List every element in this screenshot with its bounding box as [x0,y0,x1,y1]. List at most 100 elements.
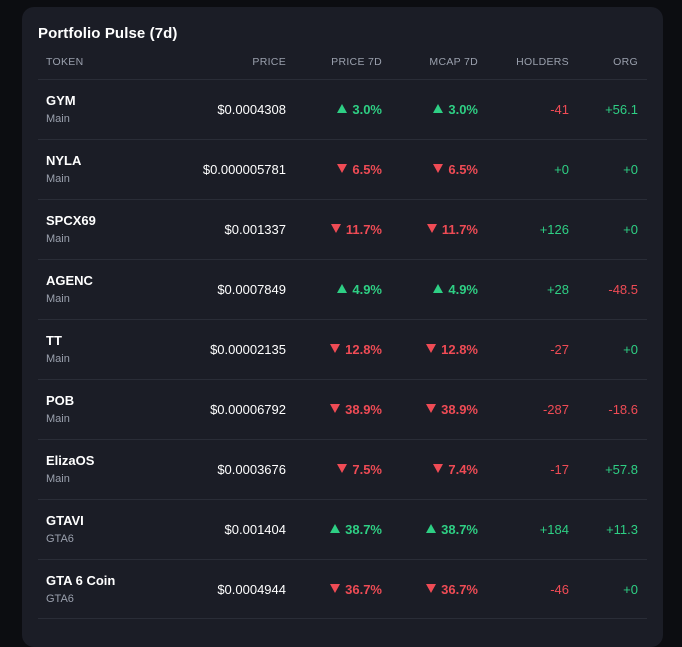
price-7d-value: 38.9% [345,402,382,417]
price-7d-change: 36.7% [330,582,382,597]
triangle-down-icon [330,344,341,353]
mcap-7d-change: 6.5% [433,162,478,177]
token-symbol: SPCX69 [46,213,96,228]
triangle-down-icon [433,164,444,173]
price-7d-value: 6.5% [352,162,382,177]
token-group: Main [46,353,70,365]
org-change: +11.3 [606,522,638,537]
mcap-7d-value: 38.7% [441,522,478,537]
panel-title: Portfolio Pulse (7d) [38,25,178,42]
token-price: $0.001337 [224,222,286,237]
triangle-up-icon [433,284,444,293]
mcap-7d-change: 3.0% [433,102,478,117]
token-group: Main [46,233,70,245]
org-change: +56.1 [605,102,638,117]
token-symbol: AGENC [46,273,93,288]
org-change: +0 [623,222,638,237]
token-price: $0.001404 [224,522,286,537]
portfolio-pulse-panel: Portfolio Pulse (7d) TOKEN PRICE PRICE 7… [22,7,663,647]
triangle-down-icon [330,224,341,233]
org-change: -18.6 [608,402,638,417]
table-row[interactable]: AGENC Main $0.0007849 4.9% 4.9% +28 -48.… [38,259,647,319]
column-header-token[interactable]: TOKEN [46,56,84,68]
table-row[interactable]: NYLA Main $0.000005781 6.5% 6.5% +0 +0 [38,139,647,199]
column-header-holders[interactable]: HOLDERS [516,56,569,68]
triangle-down-icon [426,584,437,593]
column-header-price[interactable]: PRICE [252,56,286,68]
token-price: $0.000005781 [202,162,286,177]
org-change: +0 [623,162,638,177]
triangle-up-icon [337,284,348,293]
mcap-7d-change: 38.9% [426,402,478,417]
price-7d-change: 7.5% [337,462,382,477]
holders-change: -27 [550,342,569,357]
mcap-7d-value: 38.9% [441,402,478,417]
price-7d-value: 12.8% [345,342,382,357]
mcap-7d-value: 6.5% [448,162,478,177]
token-symbol: POB [46,393,75,408]
table-header: TOKEN PRICE PRICE 7D MCAP 7D HOLDERS ORG [22,56,663,70]
mcap-7d-change: 11.7% [426,222,478,237]
price-7d-change: 6.5% [337,162,382,177]
mcap-7d-change: 7.4% [433,462,478,477]
token-price: $0.0007849 [217,282,286,297]
mcap-7d-change: 38.7% [426,522,478,537]
price-7d-value: 7.5% [352,462,382,477]
mcap-7d-change: 4.9% [433,282,478,297]
table-row[interactable]: TT Main $0.00002135 12.8% 12.8% -27 +0 [38,319,647,379]
triangle-down-icon [426,404,437,413]
token-symbol: ElizaOS [46,453,95,468]
token-group: Main [46,473,70,485]
token-price: $0.0004944 [217,582,286,597]
triangle-up-icon [426,524,437,533]
triangle-down-icon [433,464,444,473]
table-row[interactable]: POB Main $0.00006792 38.9% 38.9% -287 -1… [38,379,647,439]
holders-change: +126 [539,222,569,237]
holders-change: -46 [550,582,569,597]
org-change: +0 [623,582,638,597]
mcap-7d-value: 4.9% [448,282,478,297]
holders-change: +28 [546,282,569,297]
price-7d-change: 12.8% [330,342,382,357]
table-row[interactable]: GTA 6 Coin GTA6 $0.0004944 36.7% 36.7% -… [38,559,647,619]
token-group: Main [46,293,70,305]
token-symbol: GTAVI [46,513,84,528]
table-row[interactable]: GTAVI GTA6 $0.001404 38.7% 38.7% +184 +1… [38,499,647,559]
table-row[interactable]: SPCX69 Main $0.001337 11.7% 11.7% +126 +… [38,199,647,259]
price-7d-change: 4.9% [337,282,382,297]
price-7d-value: 11.7% [345,222,382,237]
price-7d-value: 38.7% [345,522,382,537]
token-symbol: GTA 6 Coin [46,573,116,588]
token-group: Main [46,173,70,185]
token-price: $0.0004308 [217,102,286,117]
mcap-7d-value: 3.0% [448,102,478,117]
org-change: +0 [623,342,638,357]
triangle-down-icon [337,464,348,473]
token-group: Main [46,413,70,425]
price-7d-change: 38.7% [330,522,382,537]
price-7d-change: 3.0% [337,102,382,117]
column-header-org[interactable]: ORG [613,56,638,68]
mcap-7d-change: 12.8% [426,342,478,357]
triangle-down-icon [426,224,437,233]
token-symbol: TT [46,333,62,348]
token-price: $0.00002135 [210,342,286,357]
token-group: GTA6 [46,593,74,605]
token-price: $0.0003676 [217,462,286,477]
mcap-7d-value: 7.4% [448,462,478,477]
token-price: $0.00006792 [210,402,286,417]
mcap-7d-value: 12.8% [441,342,478,357]
triangle-down-icon [426,344,437,353]
triangle-down-icon [337,164,348,173]
token-symbol: NYLA [46,153,82,168]
table-row[interactable]: ElizaOS Main $0.0003676 7.5% 7.4% -17 +5… [38,439,647,499]
column-header-mcap-7d[interactable]: MCAP 7D [429,56,478,68]
holders-change: +0 [554,162,569,177]
triangle-down-icon [330,404,341,413]
column-header-price-7d[interactable]: PRICE 7D [331,56,382,68]
token-group: GTA6 [46,533,74,545]
price-7d-value: 4.9% [352,282,382,297]
mcap-7d-change: 36.7% [426,582,478,597]
token-group: Main [46,113,70,125]
table-row[interactable]: GYM Main $0.0004308 3.0% 3.0% -41 +56.1 [38,79,647,139]
